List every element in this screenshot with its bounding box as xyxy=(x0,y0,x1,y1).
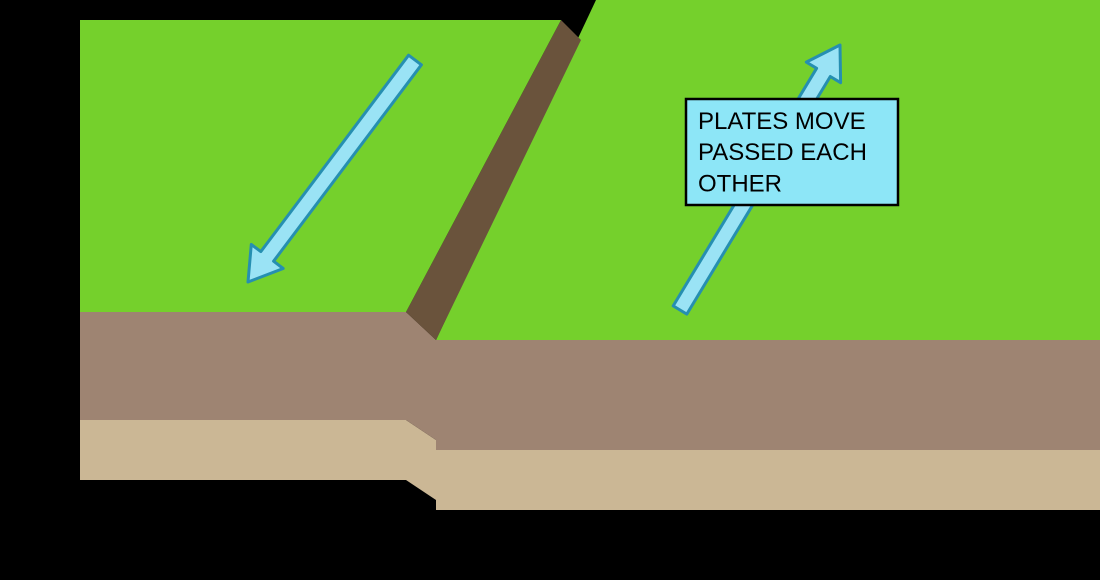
label-text: PASSED EACH xyxy=(698,139,867,166)
label-text: OTHER xyxy=(698,170,782,197)
label-text: PLATES MOVE xyxy=(698,108,866,135)
tectonic-plate-diagram: PLATES MOVE PASSED EACH OTHER xyxy=(0,0,1100,580)
